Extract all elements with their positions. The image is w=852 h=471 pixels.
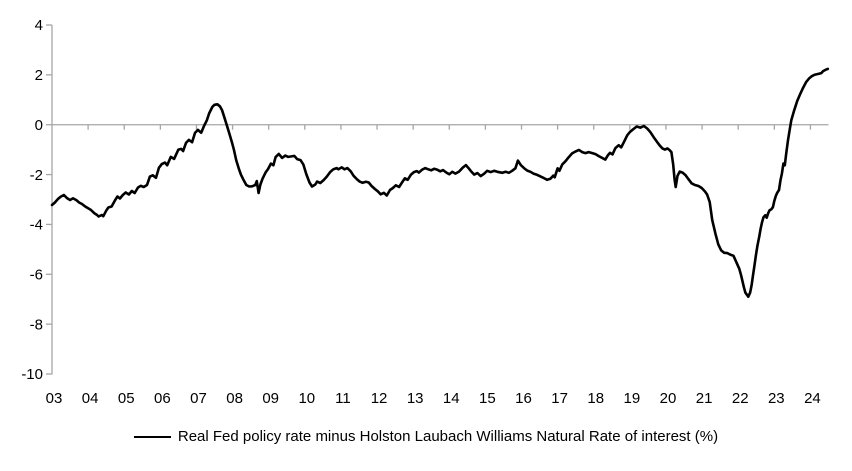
x-tick-label: 09	[262, 390, 279, 407]
x-tick-label: 04	[82, 390, 99, 407]
x-tick-label: 10	[298, 390, 315, 407]
x-tick-label: 03	[46, 390, 63, 407]
x-tick-label: 08	[226, 390, 243, 407]
x-tick-label: 20	[660, 390, 677, 407]
x-tick-label: 14	[443, 390, 460, 407]
x-tick-label: 18	[587, 390, 604, 407]
y-tick-label: 2	[35, 67, 43, 84]
x-tick-label: 21	[696, 390, 713, 407]
x-tick-label: 24	[804, 390, 821, 407]
y-tick-label: 0	[35, 117, 43, 134]
y-tick-label: -8	[30, 316, 43, 333]
legend-line-swatch	[133, 436, 171, 438]
y-tick-label: -6	[30, 266, 43, 283]
x-tick-label: 15	[479, 390, 496, 407]
series-line	[50, 67, 830, 299]
y-tick-label: -2	[30, 167, 43, 184]
legend-label: Real Fed policy rate minus Holston Lauba…	[177, 428, 719, 445]
x-tick-label: 12	[371, 390, 388, 407]
x-tick-label: 06	[154, 390, 171, 407]
x-tick-label: 16	[515, 390, 532, 407]
x-tick-label: 22	[732, 390, 749, 407]
x-tick-label: 17	[551, 390, 568, 407]
x-tick-label: 13	[407, 390, 424, 407]
x-tick-label: 23	[768, 390, 785, 407]
chart-legend: Real Fed policy rate minus Holston Lauba…	[0, 428, 852, 446]
y-tick-label: -10	[21, 366, 43, 383]
x-tick-label: 05	[118, 390, 135, 407]
y-tick-label: 4	[35, 17, 43, 34]
y-tick-label: -4	[30, 217, 43, 234]
x-tick-label: 19	[624, 390, 641, 407]
x-tick-label: 07	[190, 390, 207, 407]
x-tick-label: 11	[335, 390, 351, 407]
